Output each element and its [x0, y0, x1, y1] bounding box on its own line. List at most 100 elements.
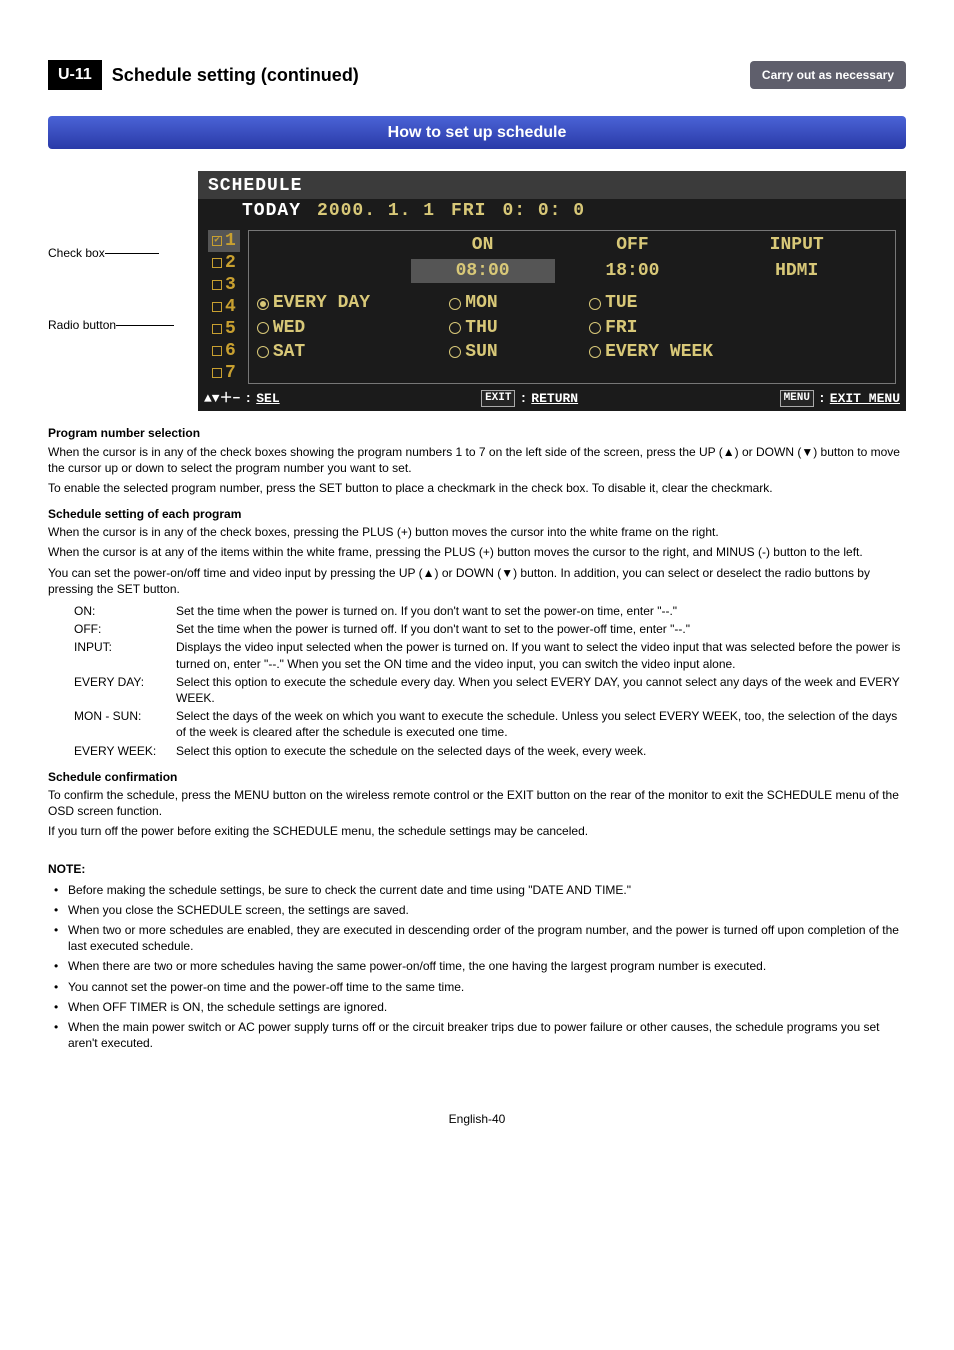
osd-program-list: 1234567 — [208, 230, 240, 384]
radio-icon — [257, 346, 269, 358]
p-sched2: When the cursor is at any of the items w… — [48, 544, 906, 560]
radio-icon — [257, 322, 269, 334]
osd-day-label: MON — [465, 291, 497, 315]
exit-key: EXIT — [481, 390, 515, 407]
osd-today-label: TODAY — [242, 199, 301, 223]
definition-value: Set the time when the power is turned of… — [176, 621, 906, 637]
osd-program-item: 5 — [208, 318, 240, 340]
osd-day-option: WED — [257, 316, 441, 340]
osd-checkbox-icon — [212, 324, 222, 334]
definition-key: EVERY DAY: — [74, 674, 176, 706]
osd-program-item: 3 — [208, 274, 240, 296]
osd-day-option: THU — [449, 316, 581, 340]
osd-hdr-on: ON — [411, 233, 555, 257]
subsection-banner: How to set up schedule — [48, 116, 906, 150]
osd-val-off: 18:00 — [561, 259, 705, 283]
osd-days-grid: EVERY DAY MON TUE WED THU FRI SAT SUN EVERY WEEK — [257, 285, 887, 364]
note-title: NOTE: — [48, 861, 906, 877]
definition-key: INPUT: — [74, 639, 176, 671]
osd-day-option: MON — [449, 291, 581, 315]
menu-key: MENU — [780, 390, 814, 407]
osd-title: SCHEDULE — [198, 171, 906, 199]
osd-day-option: FRI — [589, 316, 721, 340]
definition-row: EVERY WEEK:Select this option to execute… — [74, 743, 906, 759]
osd-program-item: 1 — [208, 230, 240, 252]
osd-program-number: 1 — [225, 230, 236, 252]
definition-value: Select this option to execute the schedu… — [176, 743, 906, 759]
radio-icon — [589, 346, 601, 358]
osd-day-option: TUE — [589, 291, 721, 315]
definition-value: Select the days of the week on which you… — [176, 708, 906, 740]
section-title: Schedule setting (continued) — [112, 63, 740, 87]
definition-value: Set the time when the power is turned on… — [176, 603, 906, 619]
sel-icon: ▲▼＋− — [204, 390, 240, 408]
osd-day-label: EVERY WEEK — [605, 340, 713, 364]
osd-day-option: EVERY DAY — [257, 291, 441, 315]
callouts: Check box Radio button — [48, 181, 198, 401]
footer-return: RETURN — [531, 390, 578, 408]
osd-value-row: 08:00 18:00 HDMI — [257, 259, 887, 283]
definition-row: INPUT:Displays the video input selected … — [74, 639, 906, 671]
footer-exitmenu: EXIT MENU — [830, 390, 900, 408]
note-item: When two or more schedules are enabled, … — [48, 922, 906, 954]
radio-icon — [449, 298, 461, 310]
osd-day-option: EVERY WEEK — [589, 340, 721, 364]
definition-key: OFF: — [74, 621, 176, 637]
radio-icon — [449, 346, 461, 358]
osd-day-label: THU — [465, 316, 497, 340]
osd-day-label: SUN — [465, 340, 497, 364]
callout-radiobutton: Radio button — [48, 317, 116, 333]
osd-day-label: SAT — [273, 340, 305, 364]
osd-program-number: 5 — [225, 318, 236, 340]
osd-checkbox-icon — [212, 236, 222, 246]
definition-key: ON: — [74, 603, 176, 619]
h-schedule-setting: Schedule setting of each program — [48, 506, 906, 522]
note-item: When OFF TIMER is ON, the schedule setti… — [48, 999, 906, 1015]
osd-today-dow: FRI — [451, 199, 486, 223]
definition-row: ON:Set the time when the power is turned… — [74, 603, 906, 619]
h-program-selection: Program number selection — [48, 425, 906, 441]
footer-sel: SEL — [256, 390, 279, 408]
osd-checkbox-icon — [212, 280, 222, 290]
osd-program-number: 6 — [225, 340, 236, 362]
radio-icon — [449, 322, 461, 334]
osd-program-number: 3 — [225, 274, 236, 296]
osd-day-label: WED — [273, 316, 305, 340]
definition-row: MON - SUN:Select the days of the week on… — [74, 708, 906, 740]
osd-checkbox-icon — [212, 368, 222, 378]
osd-program-item: 4 — [208, 296, 240, 318]
osd-checkbox-icon — [212, 302, 222, 312]
note-item: When there are two or more schedules hav… — [48, 958, 906, 974]
osd-screenshot: SCHEDULE TODAY 2000. 1. 1 FRI 0: 0: 0 12… — [198, 171, 906, 411]
definition-row: EVERY DAY:Select this option to execute … — [74, 674, 906, 706]
page-number: English-40 — [48, 1111, 906, 1127]
osd-program-item: 6 — [208, 340, 240, 362]
definition-row: OFF:Set the time when the power is turne… — [74, 621, 906, 637]
radio-icon — [257, 298, 269, 310]
p-conf1: To confirm the schedule, press the MENU … — [48, 787, 906, 819]
osd-day-option — [729, 316, 887, 340]
osd-hdr-input: INPUT — [710, 233, 883, 257]
osd-day-label: TUE — [605, 291, 637, 315]
note-item: When you close the SCHEDULE screen, the … — [48, 902, 906, 918]
page-header: U-11 Schedule setting (continued) Carry … — [48, 60, 906, 90]
note-item: Before making the schedule settings, be … — [48, 882, 906, 898]
osd-day-option: SAT — [257, 340, 441, 364]
p-sched3: You can set the power-on/off time and vi… — [48, 565, 906, 597]
osd-program-number: 7 — [225, 362, 236, 384]
notes-list: Before making the schedule settings, be … — [48, 882, 906, 1052]
note-item: When the main power switch or AC power s… — [48, 1019, 906, 1051]
osd-today-time: 0: 0: 0 — [502, 199, 585, 223]
p-prog1: When the cursor is in any of the check b… — [48, 444, 906, 476]
radio-icon — [589, 298, 601, 310]
callout-checkbox: Check box — [48, 245, 105, 261]
h-confirmation: Schedule confirmation — [48, 769, 906, 785]
osd-day-label: EVERY DAY — [273, 291, 370, 315]
osd-today-row: TODAY 2000. 1. 1 FRI 0: 0: 0 — [198, 199, 906, 225]
osd-program-number: 2 — [225, 252, 236, 274]
osd-program-number: 4 — [225, 296, 236, 318]
osd-checkbox-icon — [212, 258, 222, 268]
definition-key: MON - SUN: — [74, 708, 176, 740]
osd-val-input: HDMI — [710, 259, 883, 283]
osd-day-option — [729, 291, 887, 315]
